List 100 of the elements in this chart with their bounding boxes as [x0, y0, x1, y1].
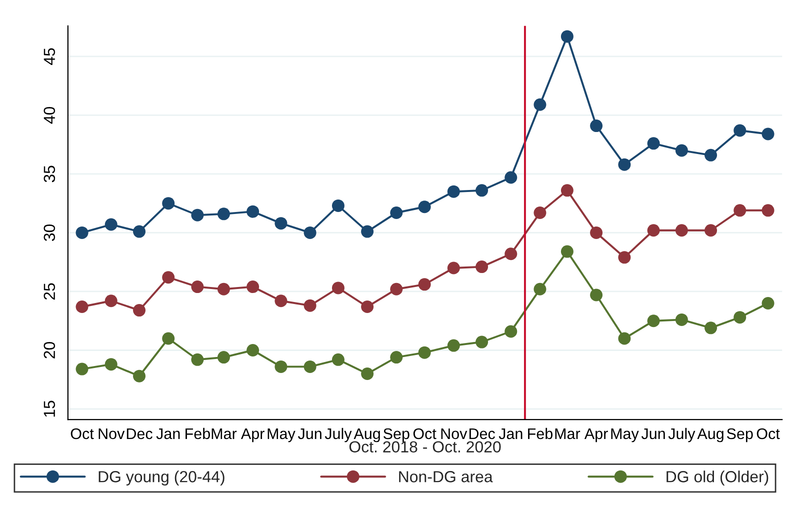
- x-tick-label: Apr: [240, 428, 264, 442]
- point: [447, 339, 460, 352]
- x-tick-label: Mar: [212, 428, 237, 440]
- x-tick-label: Jun: [298, 428, 322, 440]
- x-tick-label: May: [268, 428, 296, 442]
- point: [390, 351, 403, 364]
- point: [217, 351, 230, 364]
- x-tick-label: Dec: [126, 428, 152, 440]
- point: [191, 208, 204, 222]
- point: [217, 208, 230, 220]
- x-tick-label: Sep: [384, 428, 410, 442]
- y-tick-label: 35: [44, 166, 56, 182]
- point: [447, 262, 460, 274]
- x-tick-label: Mar: [555, 428, 580, 440]
- point: [390, 282, 403, 296]
- point: [504, 325, 518, 338]
- point: [304, 299, 316, 312]
- point: [104, 358, 118, 371]
- x-tick-label: Nov: [441, 428, 468, 440]
- point: [274, 217, 288, 230]
- point: [332, 282, 344, 294]
- x-tick-label: Jan: [156, 428, 180, 440]
- point: [675, 224, 688, 237]
- point: [534, 98, 546, 111]
- x-tick-label: Oct: [756, 428, 780, 440]
- x-tick-label: Apr: [584, 428, 608, 442]
- point: [618, 251, 631, 264]
- point: [274, 360, 288, 373]
- point: [476, 336, 488, 348]
- y-tick-label: 30: [44, 224, 56, 241]
- point: [104, 294, 118, 308]
- x-tick-label: Oct: [413, 428, 436, 440]
- point: [76, 300, 88, 314]
- y-tick-label: 20: [44, 342, 56, 358]
- point: [560, 30, 574, 43]
- point: [590, 226, 603, 239]
- point: [618, 332, 631, 345]
- x-tick-label: Jan: [498, 428, 522, 440]
- point: [590, 288, 603, 302]
- y-tick-label: 15: [44, 400, 56, 417]
- point: [191, 280, 204, 294]
- point: [504, 171, 518, 184]
- point: [762, 204, 774, 217]
- point: [133, 370, 146, 382]
- point: [217, 282, 230, 296]
- x-tick-label: Aug: [354, 428, 380, 442]
- point: [332, 199, 344, 212]
- point: [76, 362, 88, 376]
- y-tick-label: 45: [44, 48, 56, 65]
- point: [304, 360, 316, 373]
- point: [133, 304, 146, 317]
- point: [560, 245, 574, 258]
- point: [704, 224, 718, 237]
- point: [162, 271, 175, 284]
- point: [418, 278, 431, 291]
- point: [133, 225, 146, 238]
- point: [162, 197, 175, 210]
- x-tick-label: Sep: [726, 428, 753, 442]
- point: [418, 346, 431, 359]
- x-tick-label: Feb: [186, 428, 210, 440]
- legend-label: DG old (Older): [666, 470, 768, 486]
- x-tick-label: Oct: [70, 428, 94, 440]
- point: [246, 280, 260, 294]
- point: [704, 322, 718, 334]
- y-tick-label: 25: [44, 283, 56, 300]
- point: [304, 226, 316, 239]
- point: [361, 368, 374, 380]
- x-axis-title: Oct. 2018 - Oct. 2020: [349, 441, 501, 452]
- point: [762, 296, 774, 310]
- point: [504, 248, 518, 260]
- point: [390, 206, 403, 219]
- x-tick-label: Nov: [98, 428, 125, 440]
- x-tick-label: Jun: [641, 428, 665, 440]
- point: [274, 294, 288, 308]
- point: [76, 226, 88, 239]
- x-tick-label: Feb: [528, 428, 553, 440]
- point: [647, 314, 660, 328]
- legend-label: DG young (20-44): [98, 470, 224, 486]
- point: [361, 225, 374, 238]
- point: [675, 144, 688, 157]
- x-tick-label: July: [668, 428, 696, 442]
- point: [734, 311, 746, 324]
- point: [734, 204, 746, 217]
- point: [647, 224, 660, 237]
- point: [534, 206, 546, 219]
- x-tick-label: Aug: [697, 428, 724, 442]
- point: [191, 353, 204, 366]
- point: [476, 184, 488, 197]
- point: [162, 332, 175, 345]
- x-tick-label: May: [611, 428, 639, 442]
- point: [418, 200, 431, 214]
- point: [361, 300, 374, 314]
- point: [618, 158, 631, 171]
- point: [647, 137, 660, 150]
- y-tick-label: 40: [44, 106, 56, 124]
- point: [534, 282, 546, 296]
- point: [476, 260, 488, 274]
- point: [332, 353, 344, 366]
- point: [447, 185, 460, 198]
- x-tick-label: Dec: [469, 428, 495, 440]
